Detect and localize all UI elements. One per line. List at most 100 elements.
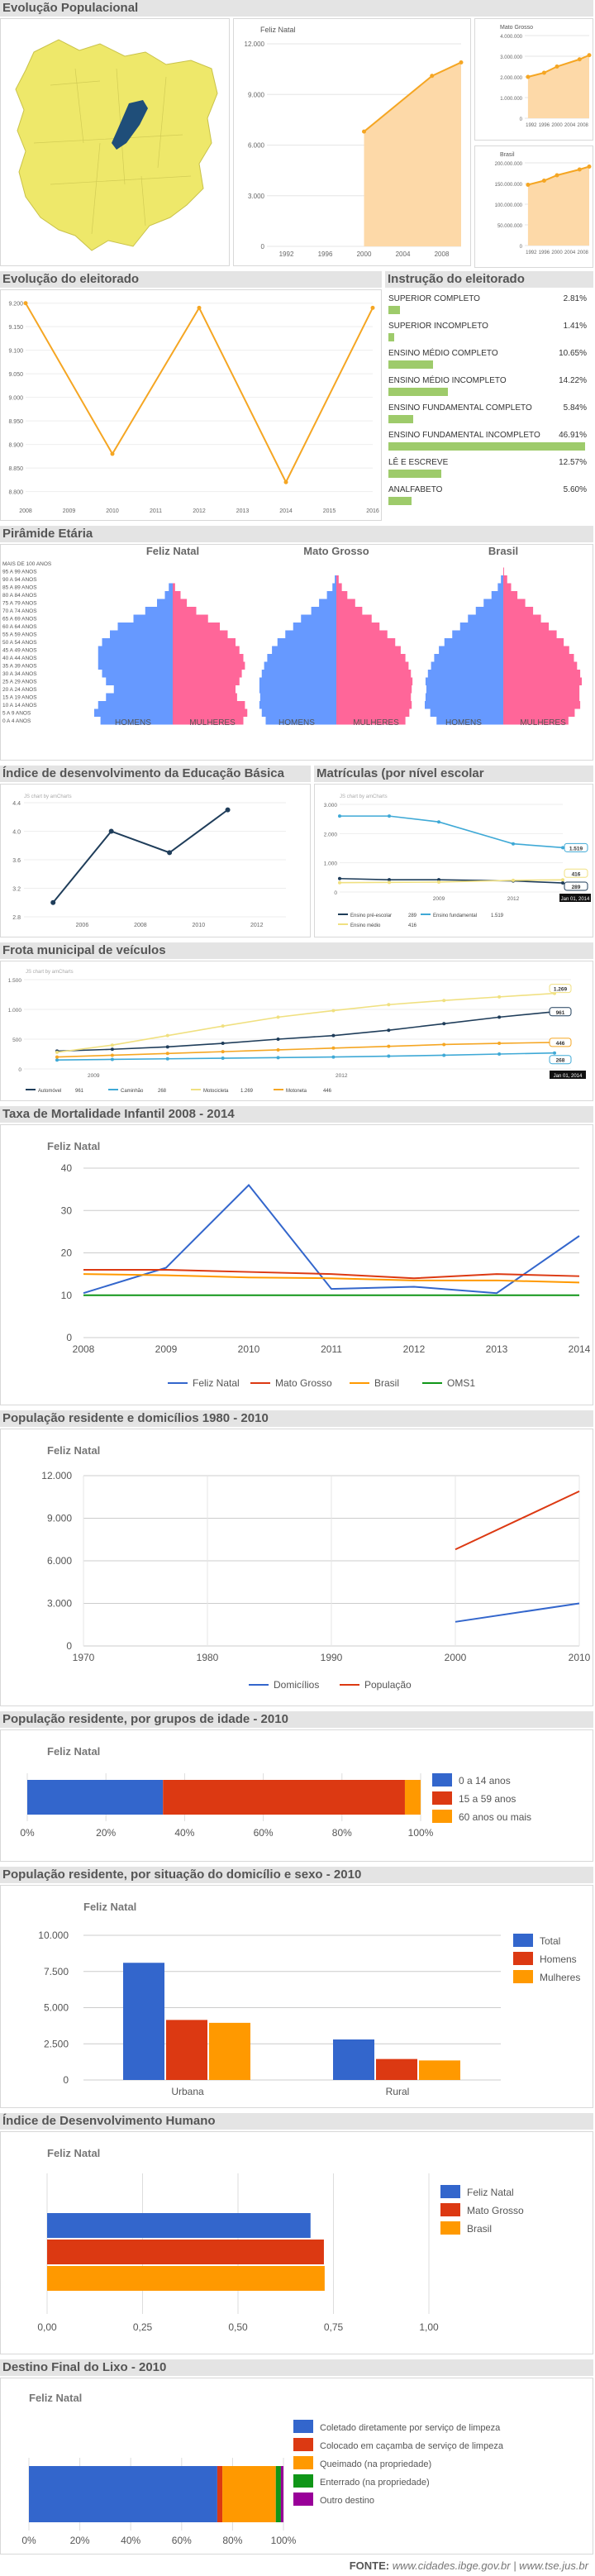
footer-links[interactable]: www.cidades.ibge.gov.br | www.tse.jus.br — [392, 2559, 588, 2572]
instrucao-bar — [388, 415, 413, 423]
chart-credit: JS chart by amCharts — [340, 794, 388, 799]
homens-bar — [169, 583, 173, 591]
pop-situacao-panel: Feliz Natal 0 2.500 5.000 7.500 10.000 Urbana R… — [0, 1885, 593, 2108]
x-tick-label: 1992 — [279, 250, 294, 258]
homens-bar — [425, 693, 503, 701]
idh-bar — [47, 2213, 311, 2238]
y-tick-label: 1.500 — [8, 978, 22, 984]
x-tick-label: 2012 — [336, 1073, 348, 1079]
x-tick-label: 40% — [121, 2535, 140, 2546]
data-point — [497, 1015, 502, 1019]
legend-swatch — [293, 2456, 313, 2469]
homens-bar — [439, 646, 503, 654]
data-point — [221, 1042, 225, 1046]
mulheres-bar — [173, 591, 181, 599]
sex-label-homens: HOMENS — [278, 718, 315, 727]
homens-bar — [319, 599, 336, 607]
data-point — [437, 880, 440, 884]
y-tick-label: 2.000 — [324, 832, 338, 837]
x-tick-label: 0,25 — [133, 2321, 153, 2333]
legend-swatch — [513, 1952, 533, 1965]
mulheres-bar — [173, 661, 245, 670]
homens-bar — [117, 623, 173, 631]
chart-title: Feliz Natal — [83, 1901, 136, 1913]
mulheres-bar — [173, 607, 197, 615]
mulheres-bar — [503, 591, 518, 599]
chart-title: Feliz Natal — [47, 1745, 100, 1758]
stacked-segment — [27, 1780, 164, 1815]
legend-label: 15 a 59 anos — [459, 1793, 516, 1805]
x-tick-label: 2013 — [236, 508, 250, 514]
mulheres-bar — [503, 701, 581, 709]
legend-label: 0 a 14 anos — [459, 1775, 511, 1787]
mulheres-bar — [336, 623, 380, 631]
section-title-frota: Frota municipal de veículos — [0, 942, 593, 959]
age-group-label: 95 A 99 ANOS — [2, 570, 37, 575]
sex-label-homens: HOMENS — [115, 718, 151, 727]
homens-bar — [434, 654, 503, 662]
x-tick-label: 1992 — [526, 250, 537, 255]
data-point — [437, 878, 440, 882]
y-tick-label: 3.000.000 — [500, 55, 522, 60]
legend-label: Caminhão — [121, 1089, 144, 1094]
value-badge — [564, 868, 588, 878]
age-group-label: 45 A 49 ANOS — [2, 648, 37, 654]
x-tick-label: 2004 — [564, 250, 576, 255]
x-tick-label: 2012 — [403, 1343, 426, 1355]
data-point — [165, 1057, 169, 1061]
data-point — [442, 1022, 446, 1026]
chart-title: Feliz Natal — [29, 2392, 82, 2404]
frota-chart: JS chart by amCharts 0 500 1.000 1.500 2009 20… — [8, 970, 586, 1094]
age-group-label: 10 A 14 ANOS — [2, 703, 37, 708]
mulheres-bar — [336, 591, 348, 599]
legend-label: 60 anos ou mais — [459, 1811, 531, 1823]
y-tick-label: 40 — [61, 1162, 73, 1174]
y-tick-label: 9.000 — [47, 1513, 72, 1524]
sex-label-homens: HOMENS — [445, 718, 482, 727]
instrucao-label: SUPERIOR INCOMPLETO — [388, 322, 488, 331]
x-tick-label: 2010 — [569, 1652, 591, 1663]
instrucao-value: 1.41% — [563, 322, 587, 331]
age-group-label: 60 A 64 ANOS — [2, 624, 37, 630]
instrucao-row: LÊ E ESCREVE 12.57% — [388, 458, 587, 481]
data-point — [276, 1015, 280, 1019]
idh-bar — [47, 2266, 325, 2291]
sex-label-mulheres: MULHERES — [353, 718, 399, 727]
instrucao-bar — [388, 388, 449, 396]
y-tick-label: 1.000.000 — [500, 97, 522, 102]
x-category-label: Rural — [386, 2086, 410, 2097]
legend-label: Ensino fundamental — [433, 914, 477, 918]
x-tick-label: 2013 — [486, 1343, 508, 1355]
homens-bar — [277, 638, 336, 646]
section-title-pop-idade: População residente, por grupos de idade… — [0, 1711, 593, 1728]
data-point — [165, 1045, 169, 1049]
instrucao-row: SUPERIOR INCOMPLETO 1.41% — [388, 322, 587, 345]
legend-label: Brasil — [467, 2223, 492, 2235]
legend-value: 268 — [158, 1089, 167, 1094]
data-point — [283, 479, 288, 484]
legend-swatch — [293, 2493, 313, 2506]
x-tick-label: 2012 — [193, 508, 206, 514]
legend-label: Brasil — [374, 1377, 399, 1389]
instrucao-value: 46.91% — [559, 431, 587, 440]
age-group-label: 55 A 59 ANOS — [2, 632, 37, 638]
y-tick-label: 0 — [66, 1332, 72, 1343]
chart-credit: JS chart by amCharts — [24, 794, 72, 799]
value-badge — [549, 1038, 572, 1047]
mulheres-bar — [503, 614, 541, 623]
pop-situacao-chart: Feliz Natal 0 2.500 5.000 7.500 10.000 Urbana R… — [38, 1901, 580, 2097]
date-badge-label: Jan 01, 2014 — [561, 897, 590, 902]
date-badge — [550, 1071, 586, 1079]
mulheres-bar — [173, 701, 245, 709]
region-label: Feliz Natal — [146, 545, 199, 557]
x-tick-label: 2004 — [564, 123, 576, 128]
chart-title: Brasil — [500, 152, 515, 158]
legend-value: 446 — [323, 1089, 332, 1094]
y-tick-label: 6.000 — [47, 1555, 72, 1567]
mulheres-bar — [503, 661, 578, 670]
data-point — [526, 183, 531, 187]
legend-swatch — [440, 2203, 460, 2216]
instrucao-label: SUPERIOR COMPLETO — [388, 294, 480, 303]
y-tick-label: 12.000 — [41, 1470, 72, 1481]
data-point — [387, 1028, 391, 1033]
